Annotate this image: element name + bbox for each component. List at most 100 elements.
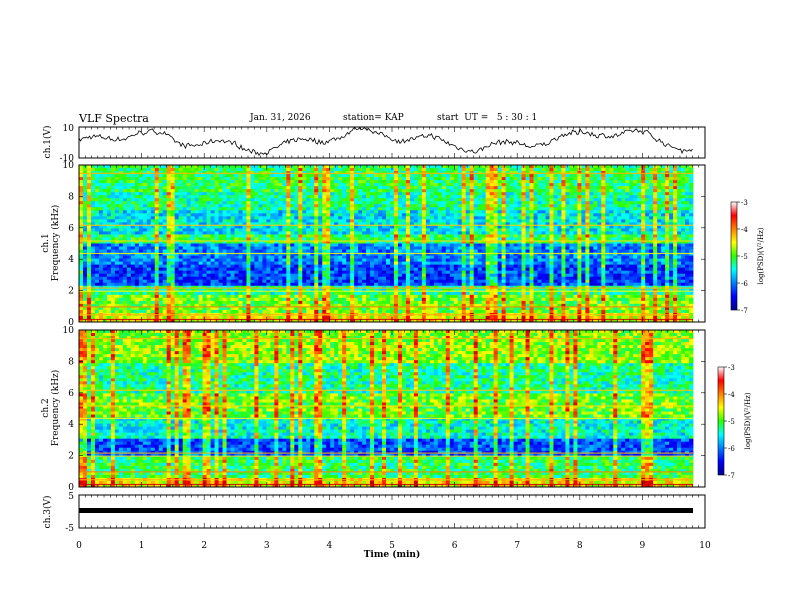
spectrogram-cell	[489, 228, 495, 232]
spectrogram-cell	[134, 207, 140, 211]
spectrogram-cell	[354, 237, 359, 241]
spectrogram-cell	[254, 207, 259, 211]
spectrogram-cell	[250, 177, 255, 181]
spectrogram-cell	[274, 222, 279, 226]
spectrogram-cell	[210, 234, 215, 238]
spectrogram-cell	[449, 210, 455, 214]
spectrogram-cell	[154, 195, 160, 199]
spectrogram-cell	[637, 201, 642, 205]
spectrogram-cell	[641, 195, 646, 199]
spectrogram-cell	[346, 189, 351, 193]
spectrogram-cell	[254, 240, 259, 244]
spectrogram-cell	[374, 177, 379, 181]
spectrogram-cell	[513, 210, 518, 214]
spectrogram-cell	[358, 174, 363, 178]
spectrogram-cell	[589, 225, 594, 229]
spectrogram-cell	[689, 174, 694, 178]
spectrogram-cell	[521, 213, 526, 217]
spectrogram-cell	[637, 240, 642, 244]
spectrogram-cell	[401, 249, 407, 253]
spectrogram-cell	[585, 231, 590, 235]
spectrogram-cell	[549, 168, 554, 172]
spectrogram-cell	[589, 240, 594, 244]
spectrogram-cell	[342, 168, 347, 172]
spectrogram-cell	[310, 222, 315, 226]
spectrogram-cell	[405, 216, 411, 220]
spectrogram-cell	[210, 252, 215, 256]
spectrogram-cell	[238, 225, 243, 229]
spectrogram-cell	[681, 246, 686, 250]
spectrogram-cell	[505, 180, 510, 184]
spectrogram-cell	[577, 192, 582, 196]
spectrogram-cell	[497, 210, 503, 214]
spectrogram-cell	[162, 165, 168, 169]
spectrogram-cell	[138, 210, 144, 214]
spectrogram-cell	[166, 243, 172, 247]
spectrogram-cell	[657, 204, 662, 208]
spectrogram-cell	[126, 246, 132, 250]
spectrogram-cell	[214, 252, 219, 256]
spectrogram-cell	[605, 189, 610, 193]
spectrogram-cell	[665, 249, 670, 253]
spectrogram-cell	[689, 231, 694, 235]
spectrogram-cell	[130, 180, 136, 184]
spectrogram-cell	[461, 189, 467, 193]
spectrogram-cell	[90, 228, 96, 232]
spectrogram-cell	[386, 189, 391, 193]
spectrogram-cell	[437, 210, 443, 214]
spectrogram-cell	[393, 180, 399, 184]
spectrogram-cell	[370, 222, 375, 226]
spectrogram-cell	[489, 219, 495, 223]
spectrogram-cell	[461, 237, 467, 241]
spectrogram-cell	[637, 255, 642, 259]
spectrogram-cell	[386, 171, 391, 175]
spectrogram-cell	[322, 237, 327, 241]
spectrogram-cell	[350, 189, 355, 193]
spectrogram-cell	[681, 168, 686, 172]
spectrogram-cell	[254, 180, 259, 184]
spectrogram-cell	[278, 189, 283, 193]
spectrogram-cell	[354, 255, 359, 259]
spectrogram-cell	[473, 195, 479, 199]
spectrogram-cell	[210, 168, 215, 172]
spectrogram-cell	[617, 231, 622, 235]
spectrogram-cell	[358, 225, 363, 229]
spectrogram-cell	[445, 207, 451, 211]
spectrogram-cell	[246, 207, 251, 211]
spectrogram-cell	[613, 240, 618, 244]
spectrogram-cell	[413, 249, 419, 253]
spectrogram-cell	[202, 246, 207, 250]
spectrogram-cell	[334, 210, 339, 214]
spectrogram-cell	[386, 174, 391, 178]
spectrogram-cell	[669, 192, 674, 196]
spectrogram-cell	[473, 225, 479, 229]
spectrogram-cell	[162, 192, 168, 196]
spectrogram-cell	[194, 171, 200, 175]
spectrogram-cell	[154, 198, 160, 202]
spectrogram-cell	[98, 210, 104, 214]
spectrogram-cell	[110, 189, 116, 193]
spectrogram-cell	[262, 219, 267, 223]
spectrogram-cell	[202, 192, 207, 196]
spectrogram-cell	[577, 225, 582, 229]
spectrogram-cell	[118, 222, 124, 226]
spectrogram-cell	[525, 186, 530, 190]
spectrogram-cell	[174, 192, 180, 196]
spectrogram-cell	[641, 204, 646, 208]
spectrogram-cell	[517, 246, 522, 250]
spectrogram-cell	[541, 231, 546, 235]
spectrogram-cell	[130, 225, 136, 229]
spectrogram-cell	[505, 201, 510, 205]
spectrogram-cell	[685, 246, 690, 250]
spectrogram-cell	[557, 234, 562, 238]
spectrogram-cell	[238, 177, 243, 181]
spectrogram-cell	[461, 165, 467, 169]
spectrogram-cell	[665, 243, 670, 247]
spectrogram-cell	[441, 180, 447, 184]
spectrogram-cell	[537, 204, 542, 208]
spectrogram-cell	[537, 189, 542, 193]
spectrogram-cell	[521, 183, 526, 187]
spectrogram-cell	[557, 255, 562, 259]
spectrogram-cell	[685, 243, 690, 247]
spectrogram-cell	[665, 219, 670, 223]
